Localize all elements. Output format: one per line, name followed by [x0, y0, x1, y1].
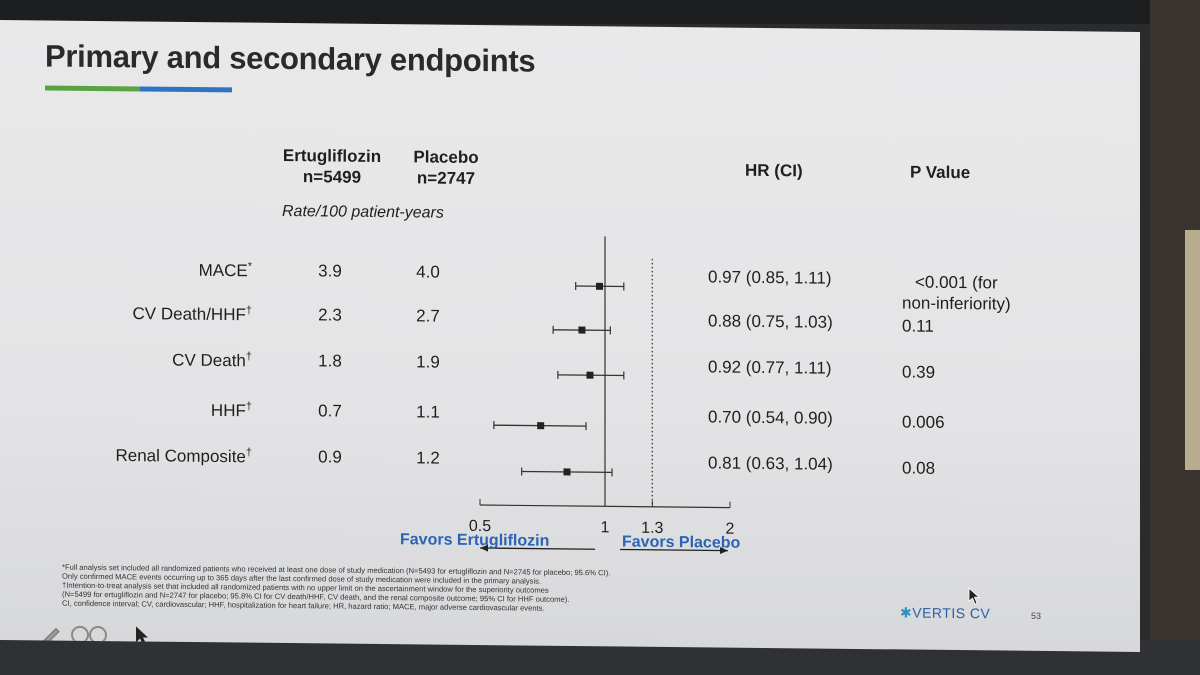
endpoint-label: CV Death†: [172, 350, 252, 371]
p-value-line: 0.08: [902, 458, 936, 478]
p-value-line: 0.006: [902, 412, 945, 432]
hr-point: [563, 468, 571, 476]
ertugliflozin-rate: 0.7: [318, 401, 342, 421]
zoom-icon[interactable]: [71, 625, 107, 645]
p-value-line: <0.001 (for: [914, 272, 998, 293]
endpoint-name: CV Death: [172, 350, 246, 371]
x-tick-label: 1: [601, 519, 610, 536]
ertugliflozin-n: n=5499: [302, 167, 362, 187]
favors-placebo-label: Favors Placebo: [622, 533, 741, 552]
presenter-toolbar: [40, 622, 150, 645]
hr-point: [537, 422, 545, 430]
p-value-header: P Value: [910, 162, 971, 183]
page-number: 53: [1031, 610, 1042, 621]
placebo-header: Placebo n=2747: [396, 146, 496, 189]
footnote-mark: †: [245, 350, 252, 363]
placebo-name: Placebo: [413, 147, 479, 168]
slide-title: Primary and secondary endpoints: [45, 38, 536, 79]
favors-ertugliflozin-label: Favors Ertugliflozin: [400, 531, 550, 550]
forest-plot: 0.5 1 1.3 2: [469, 236, 735, 555]
hr-point: [578, 326, 586, 334]
p-value: 0.006: [902, 411, 945, 432]
asterisk-star-icon: ✱: [900, 604, 913, 621]
favors-right-arrowhead: [720, 547, 728, 555]
p-value-line: 0.39: [902, 362, 936, 382]
ertugliflozin-header: Ertugliflozin n=5499: [272, 145, 392, 188]
endpoint-name: Renal Composite: [115, 445, 246, 467]
favors-right-arrow: [620, 548, 728, 552]
endpoint-name: MACE: [198, 260, 248, 281]
endpoint-name: HHF: [210, 400, 246, 421]
hr-point: [586, 371, 594, 379]
hr-ci-header: HR (CI): [745, 160, 803, 181]
background-object: [1185, 230, 1200, 470]
endpoint-label: HHF†: [211, 400, 252, 421]
title-accent-blue: [140, 86, 232, 93]
hr-point: [596, 282, 604, 290]
brand-logo: ✱VERTIS CV: [900, 604, 990, 622]
ertugliflozin-rate: 3.9: [318, 261, 342, 281]
title-accent-green: [45, 85, 140, 92]
favors-left-arrowhead: [480, 544, 488, 552]
endpoint-name: CV Death/HHF: [132, 304, 246, 325]
endpoint-label: Renal Composite†: [115, 445, 252, 467]
ertugliflozin-rate: 2.3: [318, 305, 342, 325]
rate-label: Rate/100 patient-years: [282, 202, 444, 222]
ertugliflozin-rate: 1.8: [318, 351, 342, 371]
ertugliflozin-name: Ertugliflozin: [282, 145, 382, 166]
endpoint-label: MACE*: [199, 260, 252, 281]
x-tick-label: 1.3: [641, 520, 663, 537]
p-value: 0.08: [902, 457, 935, 478]
footnote-mark: †: [245, 446, 252, 459]
favors-left-arrow: [480, 547, 595, 550]
x-tick-label: 0.5: [469, 518, 491, 535]
p-value: 0.39: [902, 361, 935, 382]
brand-name: VERTIS CV: [912, 604, 991, 622]
placebo-n: n=2747: [416, 168, 476, 188]
monitor-bezel-top: [0, 0, 1200, 24]
p-value: <0.001 (for non-inferiority): [902, 271, 1011, 314]
p-value-line: 0.11: [902, 316, 934, 336]
mouse-cursor-icon: [968, 587, 981, 605]
ertugliflozin-rate: 0.9: [318, 447, 342, 467]
x-tick-label: 2: [726, 521, 735, 538]
endpoint-label: CV Death/HHF†: [133, 303, 253, 325]
presentation-slide: Primary and secondary endpoints Ertuglif…: [0, 20, 1140, 652]
pointer-icon[interactable]: [136, 626, 148, 645]
footnote-mark: †: [245, 400, 252, 413]
footnote-mark: *: [247, 260, 252, 273]
p-value-line: non-inferiority): [902, 293, 1011, 314]
footnote-mark: †: [245, 304, 252, 317]
p-value: 0.11: [902, 315, 934, 336]
footnotes: *Full analysis set included all randomiz…: [62, 563, 610, 614]
